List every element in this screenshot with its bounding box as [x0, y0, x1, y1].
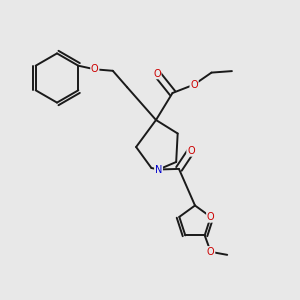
Text: O: O [207, 212, 214, 222]
Text: O: O [153, 68, 161, 79]
Text: O: O [207, 247, 214, 257]
Text: O: O [187, 146, 195, 156]
Text: N: N [155, 164, 162, 175]
Text: O: O [190, 80, 198, 90]
Text: O: O [91, 64, 99, 74]
